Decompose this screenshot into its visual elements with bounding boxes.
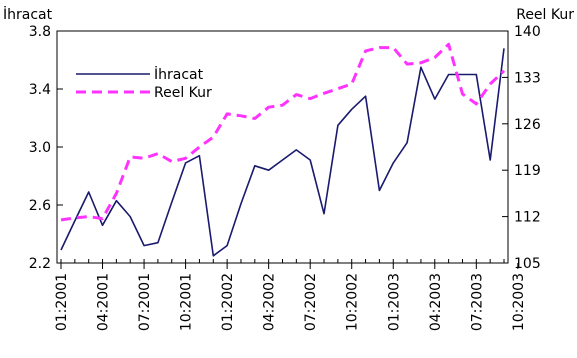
x-tick-label: 01:2002 (220, 273, 236, 331)
legend-label-reel-kur: Reel Kur (154, 85, 212, 101)
x-tick-label: 01:2003 (386, 273, 402, 331)
right-tick-label: 119 (514, 163, 541, 179)
left-tick-label: 2.2 (29, 256, 51, 272)
left-tick-label: 3.4 (29, 82, 51, 98)
right-axis-title: Reel Kur (516, 7, 574, 23)
x-tick-label: 04:2001 (96, 273, 112, 331)
x-tick-label: 04:2003 (428, 273, 444, 331)
series-line-ihracat (60, 48, 505, 257)
axis-ticks: 2.2 2.6 3.0 3.4 3.8 105 112 119 126 133 140 01:2001… (29, 24, 541, 331)
x-tick-label: 07:2003 (469, 273, 485, 331)
plot-frame (56, 30, 509, 264)
x-tick-label: 04:2002 (262, 273, 278, 331)
series-line-reel-kur (60, 42, 506, 222)
right-tick-label: 140 (514, 24, 541, 40)
legend-label-ihracat: İhracat (154, 65, 204, 83)
x-tick-label: 10:2002 (345, 273, 361, 331)
right-tick-label: 112 (514, 210, 541, 226)
plot-area-border (56, 30, 509, 264)
right-tick-label: 105 (514, 256, 541, 272)
x-tick-label: 10:2003 (511, 273, 527, 331)
left-tick-label: 3.0 (29, 140, 51, 156)
left-tick-label: 2.6 (29, 198, 51, 214)
right-tick-label: 126 (514, 117, 541, 133)
series-lines (60, 42, 506, 257)
left-tick-label: 3.8 (29, 24, 51, 40)
x-tick-label: 07:2002 (303, 273, 319, 331)
legend: İhracat Reel Kur (76, 65, 212, 101)
x-tick-label: 10:2001 (179, 273, 195, 331)
x-tick-label: 01:2001 (54, 273, 70, 331)
left-axis-title: İhracat (3, 5, 53, 23)
x-tick-label: 07:2001 (137, 273, 153, 331)
right-tick-label: 133 (514, 70, 541, 86)
